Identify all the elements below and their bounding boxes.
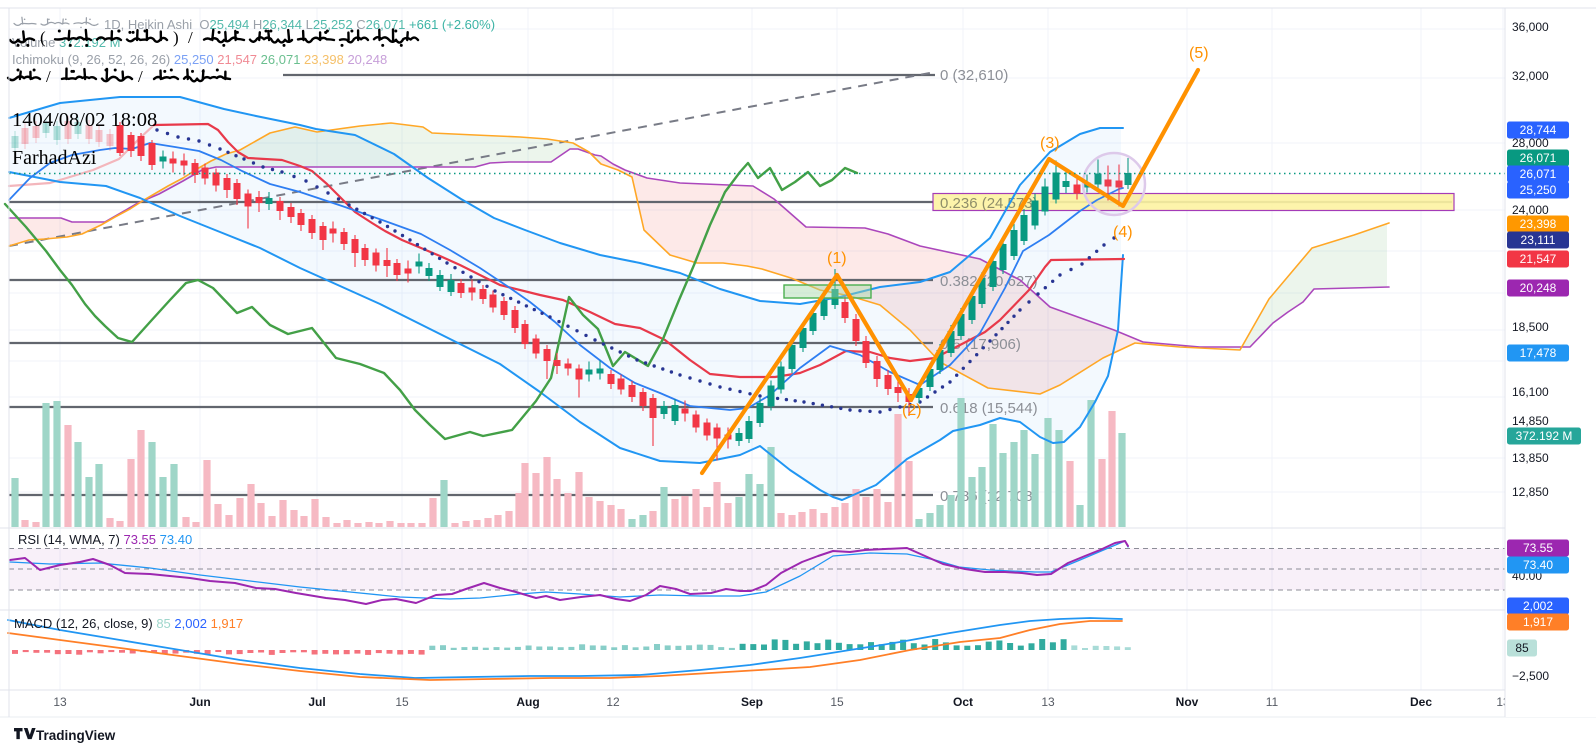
svg-text:24,000: 24,000 bbox=[1512, 203, 1549, 217]
svg-text:36,000: 36,000 bbox=[1512, 20, 1549, 34]
svg-text:73.40: 73.40 bbox=[1523, 558, 1553, 572]
svg-text:0.236 (24,573): 0.236 (24,573) bbox=[940, 195, 1038, 212]
svg-text:RSI (14, WMA, 7) 73.55 73.40: RSI (14, WMA, 7) 73.55 73.40 bbox=[18, 532, 192, 547]
svg-text:FarhadAzi: FarhadAzi bbox=[12, 147, 97, 169]
svg-text:26,071: 26,071 bbox=[1520, 151, 1557, 165]
svg-text:(: ( bbox=[40, 28, 46, 47]
svg-text:15: 15 bbox=[395, 695, 409, 709]
svg-text:13,850: 13,850 bbox=[1512, 451, 1549, 465]
svg-text:(2): (2) bbox=[902, 402, 922, 419]
svg-text:17,478: 17,478 bbox=[1520, 346, 1557, 360]
svg-text:Sep: Sep bbox=[741, 695, 763, 709]
svg-text:/: / bbox=[138, 67, 143, 86]
svg-text:Dec: Dec bbox=[1410, 695, 1432, 709]
svg-text:28,000: 28,000 bbox=[1512, 136, 1549, 150]
svg-text:28,744: 28,744 bbox=[1520, 123, 1557, 137]
svg-text:13: 13 bbox=[53, 695, 67, 709]
svg-text:20,248: 20,248 bbox=[1520, 281, 1557, 295]
svg-text:(5): (5) bbox=[1189, 45, 1209, 62]
svg-text:12: 12 bbox=[606, 695, 620, 709]
svg-text:Jul: Jul bbox=[308, 695, 325, 709]
svg-text:Oct: Oct bbox=[953, 695, 973, 709]
svg-text:32,000: 32,000 bbox=[1512, 69, 1549, 83]
svg-text:85: 85 bbox=[1515, 641, 1529, 655]
svg-text:23,111: 23,111 bbox=[1521, 233, 1556, 247]
svg-text:(3): (3) bbox=[1040, 135, 1060, 152]
svg-text:1404/08/02 18:08: 1404/08/02 18:08 bbox=[12, 109, 157, 131]
svg-text:Ichimoku (9, 26, 52, 26, 26) 2: Ichimoku (9, 26, 52, 26, 26) 25,250 21,5… bbox=[12, 52, 387, 67]
svg-text:16,100: 16,100 bbox=[1512, 385, 1549, 399]
svg-text:): ) bbox=[173, 28, 179, 47]
svg-text:/: / bbox=[188, 28, 193, 47]
svg-text:Nov: Nov bbox=[1176, 695, 1199, 709]
svg-text:0.382 (20,627): 0.382 (20,627) bbox=[940, 273, 1038, 290]
svg-text:15: 15 bbox=[830, 695, 844, 709]
svg-text:Aug: Aug bbox=[516, 695, 539, 709]
svg-text:1,917: 1,917 bbox=[1523, 615, 1553, 629]
svg-text:13: 13 bbox=[1041, 695, 1055, 709]
svg-text:(4): (4) bbox=[1113, 224, 1133, 241]
svg-text:0 (32,610): 0 (32,610) bbox=[940, 67, 1008, 84]
svg-text:MACD (12, 26, close, 9) 85 2,: MACD (12, 26, close, 9) 85 2,002 1,917 bbox=[14, 616, 243, 631]
svg-text:18,500: 18,500 bbox=[1512, 320, 1549, 334]
svg-text:12,850: 12,850 bbox=[1512, 485, 1549, 499]
svg-text:372.192 M: 372.192 M bbox=[1516, 429, 1573, 443]
svg-text:TradingView: TradingView bbox=[36, 728, 116, 743]
svg-text:/: / bbox=[46, 67, 51, 86]
svg-text:1D, Heikin Ashi O25,494 H26,3: 1D, Heikin Ashi O25,494 H26,344 L25,252 … bbox=[104, 17, 495, 32]
svg-text:26,071: 26,071 bbox=[1520, 167, 1557, 181]
svg-text:73.55: 73.55 bbox=[1523, 541, 1553, 555]
svg-text:14,850: 14,850 bbox=[1512, 414, 1549, 428]
svg-text:Jun: Jun bbox=[189, 695, 210, 709]
svg-text:0.618 (15,544): 0.618 (15,544) bbox=[940, 400, 1038, 417]
svg-text:0.5 (17,906): 0.5 (17,906) bbox=[940, 336, 1021, 353]
svg-text:23,398: 23,398 bbox=[1520, 217, 1557, 231]
svg-text:21,547: 21,547 bbox=[1520, 252, 1557, 266]
svg-text:25,250: 25,250 bbox=[1520, 183, 1557, 197]
svg-text:(1): (1) bbox=[827, 250, 847, 267]
svg-text:2,002: 2,002 bbox=[1523, 599, 1553, 613]
svg-text:−2,500: −2,500 bbox=[1512, 669, 1549, 683]
svg-text:11: 11 bbox=[1266, 695, 1279, 709]
